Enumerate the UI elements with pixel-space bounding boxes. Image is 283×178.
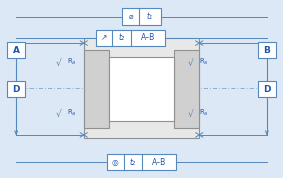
Bar — [96, 30, 165, 46]
Text: √: √ — [55, 59, 61, 68]
Text: √: √ — [188, 110, 194, 119]
Text: R$_a$: R$_a$ — [67, 57, 77, 67]
Text: t₂: t₂ — [119, 33, 125, 42]
Text: √: √ — [188, 59, 194, 68]
Bar — [107, 154, 176, 170]
Text: t₂: t₂ — [130, 158, 136, 167]
Bar — [109, 57, 174, 121]
Bar — [174, 50, 199, 128]
Text: A: A — [13, 46, 20, 55]
Text: ⌀: ⌀ — [128, 12, 133, 21]
Text: √: √ — [55, 110, 61, 119]
Bar — [258, 81, 276, 97]
Bar — [84, 50, 109, 128]
Bar — [7, 81, 25, 97]
Text: R$_a$: R$_a$ — [67, 108, 77, 118]
Text: t₁: t₁ — [147, 12, 153, 21]
Text: D: D — [12, 85, 20, 93]
Text: A–B: A–B — [141, 33, 155, 42]
Text: R$_a$: R$_a$ — [200, 57, 209, 67]
Text: B: B — [263, 46, 270, 55]
Text: A–B: A–B — [152, 158, 166, 167]
Bar — [258, 42, 276, 58]
Text: R$_a$: R$_a$ — [200, 108, 209, 118]
Bar — [123, 9, 160, 25]
Text: D: D — [263, 85, 271, 93]
Text: ◎: ◎ — [112, 158, 119, 167]
Bar — [7, 42, 25, 58]
Text: ↗: ↗ — [101, 33, 107, 42]
Bar — [84, 38, 199, 138]
